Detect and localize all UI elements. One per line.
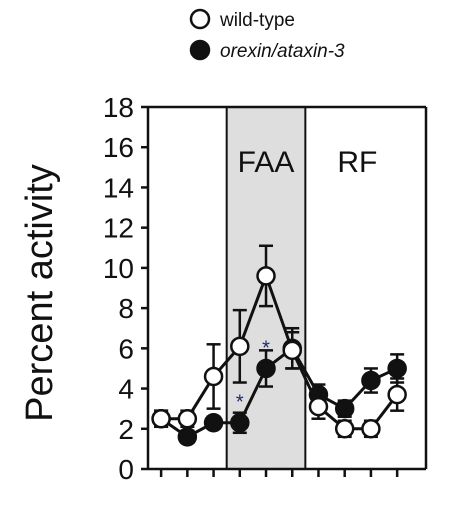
legend-label-orexin-ataxin-3: orexin/ataxin-3: [220, 41, 345, 62]
data-point-wild-type: [256, 266, 276, 286]
data-point-orexin-ataxin-3: [203, 412, 224, 433]
plot-area: FAA RF 0 2 4 6 8 10 12 14 16 18 * *: [103, 92, 428, 485]
legend-item-orexin-ataxin-3: orexin/ataxin-3: [189, 39, 345, 62]
data-point-wild-type: [334, 419, 355, 439]
y-tick-label: 8: [118, 293, 134, 324]
y-tick-label: 0: [118, 454, 134, 485]
legend-label-wild-type: wild-type: [219, 10, 295, 31]
data-point-wild-type: [177, 408, 198, 429]
y-tick-label: 4: [118, 374, 134, 405]
faa-label: FAA: [238, 146, 295, 179]
rf-label: RF: [337, 146, 377, 179]
y-tick-label: 14: [103, 172, 134, 203]
y-tick-label: 6: [118, 333, 134, 364]
data-point-orexin-ataxin-3: [334, 398, 355, 419]
data-point-orexin-ataxin-3: [256, 358, 276, 379]
data-point-wild-type: [308, 396, 329, 417]
y-tick-label: 16: [103, 132, 134, 163]
data-point-orexin-ataxin-3: [387, 358, 407, 379]
legend-marker-orexin-ataxin-3: [189, 39, 211, 61]
series-line-orexin-ataxin-3: [160, 346, 398, 439]
series-line-wild-type: [161, 271, 399, 431]
legend-item-wild-type: wild-type: [189, 8, 295, 31]
data-point-wild-type: [151, 408, 171, 429]
significance-star: *: [236, 392, 244, 414]
y-tick-label: 12: [103, 213, 134, 244]
data-point-wild-type: [203, 366, 224, 387]
y-tick-label: 2: [118, 414, 134, 445]
data-point-orexin-ataxin-3: [361, 370, 381, 391]
data-point-wild-type: [230, 336, 250, 357]
data-point-wild-type: [282, 340, 302, 361]
significance-star: *: [262, 337, 270, 359]
data-point-wild-type: [387, 384, 407, 405]
legend: wild-type orexin/ataxin-3: [189, 8, 345, 62]
data-point-orexin-ataxin-3: [177, 427, 198, 447]
y-tick-label: 18: [103, 92, 134, 123]
data-point-wild-type: [361, 419, 381, 439]
legend-marker-wild-type: [189, 8, 211, 30]
y-axis-label: Percent activity: [19, 164, 61, 422]
data-point-orexin-ataxin-3: [230, 412, 250, 433]
y-tick-label: 10: [103, 253, 134, 284]
